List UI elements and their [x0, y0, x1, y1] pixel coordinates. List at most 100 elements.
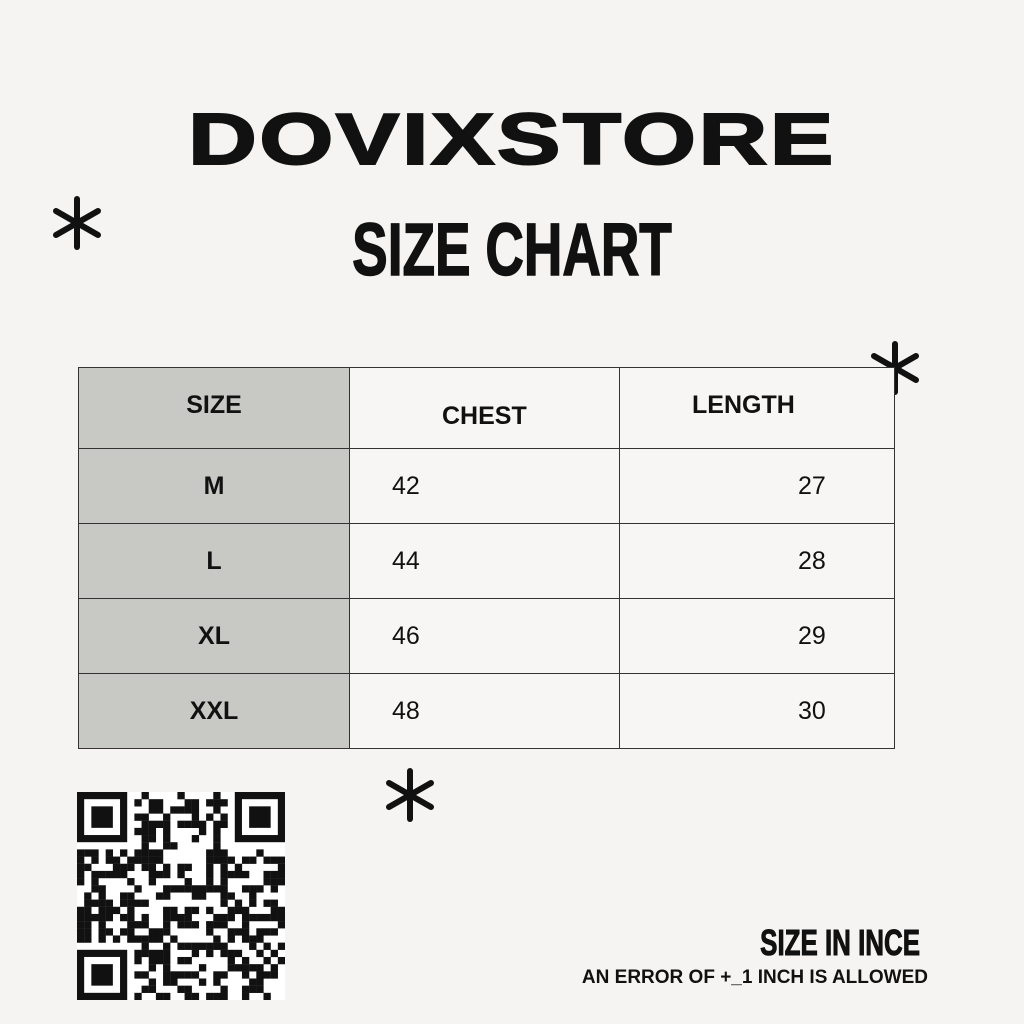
qr-module	[177, 806, 185, 814]
qr-module	[98, 928, 106, 936]
qr-module	[241, 913, 250, 922]
qr-module	[170, 978, 178, 986]
qr-module	[249, 856, 257, 864]
qr-module	[227, 928, 235, 936]
qr-module	[220, 885, 228, 893]
qr-module	[134, 813, 142, 821]
qr-module	[227, 870, 235, 879]
qr-module	[277, 878, 285, 886]
qr-module	[191, 949, 200, 958]
qr-module	[84, 863, 92, 872]
qr-module	[256, 985, 264, 993]
qr-module	[277, 921, 285, 929]
chest-cell: 48	[349, 673, 620, 749]
qr-module	[77, 921, 85, 929]
qr-module	[234, 949, 243, 958]
qr-module	[155, 820, 164, 829]
qr-module	[263, 928, 271, 936]
qr-module	[256, 978, 264, 986]
qr-module	[163, 942, 171, 950]
size-cell: M	[78, 448, 350, 524]
qr-module	[213, 792, 221, 800]
qr-module	[84, 906, 92, 915]
qr-module	[213, 978, 221, 986]
qr-module	[148, 799, 157, 807]
chest-cell: 44	[349, 523, 620, 599]
qr-module	[155, 856, 164, 864]
qr-module	[127, 863, 135, 872]
qr-module	[127, 928, 135, 936]
qr-module	[184, 806, 192, 814]
qr-module	[249, 978, 257, 986]
qr-module	[227, 956, 235, 965]
qr-module	[91, 878, 99, 886]
qr-module	[234, 899, 243, 907]
qr-module	[184, 985, 192, 993]
qr-module	[163, 842, 171, 850]
qr-module	[77, 928, 85, 936]
qr-module	[177, 870, 185, 879]
qr-module	[184, 906, 192, 915]
qr-code[interactable]	[77, 792, 285, 1000]
qr-module	[270, 949, 278, 958]
length-cell: 27	[619, 448, 895, 524]
qr-module	[148, 878, 157, 886]
table-row: XXL 48 30	[78, 673, 895, 749]
qr-module	[234, 964, 243, 972]
qr-module	[98, 885, 106, 893]
qr-module	[177, 820, 185, 829]
qr-module	[141, 971, 149, 979]
size-cell: XXL	[78, 673, 350, 749]
table-row: L 44 28	[78, 523, 895, 599]
qr-module	[105, 928, 114, 936]
qr-module	[191, 892, 200, 900]
qr-module	[220, 856, 228, 864]
qr-module	[227, 949, 235, 958]
qr-module	[141, 792, 149, 800]
qr-module	[91, 964, 113, 986]
qr-module	[134, 956, 142, 965]
qr-module	[105, 856, 114, 864]
chest-cell: 46	[349, 598, 620, 674]
qr-module	[256, 849, 264, 857]
qr-module	[263, 870, 271, 879]
length-cell: 30	[619, 673, 895, 749]
qr-module	[134, 992, 142, 1000]
qr-module	[277, 956, 285, 965]
qr-module	[206, 870, 214, 879]
qr-module	[134, 921, 142, 929]
qr-module	[220, 913, 228, 922]
qr-module	[206, 942, 214, 950]
qr-module	[98, 935, 106, 943]
qr-module	[91, 899, 99, 907]
qr-module	[77, 906, 85, 915]
qr-module	[127, 935, 135, 943]
qr-module	[170, 913, 178, 922]
qr-module	[241, 992, 250, 1000]
qr-module	[234, 870, 243, 879]
qr-module	[220, 892, 228, 900]
qr-module	[163, 956, 171, 965]
qr-module	[256, 971, 264, 979]
qr-module	[277, 913, 285, 922]
qr-module	[77, 878, 85, 886]
qr-module	[141, 899, 149, 907]
qr-module	[227, 913, 235, 922]
qr-module	[220, 992, 228, 1000]
qr-module	[141, 827, 149, 836]
unit-note: SIZE IN INCE	[760, 922, 921, 964]
qr-module	[213, 921, 221, 929]
qr-module	[198, 964, 207, 972]
qr-module	[220, 849, 228, 857]
qr-module	[170, 906, 178, 915]
qr-module	[105, 899, 114, 907]
qr-module	[184, 971, 192, 979]
qr-module	[163, 827, 171, 836]
qr-module	[213, 849, 221, 857]
qr-module	[184, 942, 192, 950]
table-header-row: SIZE CHEST LENGTH	[78, 367, 895, 449]
qr-module	[148, 820, 157, 829]
qr-module	[98, 921, 106, 929]
qr-module	[206, 992, 214, 1000]
qr-module	[105, 849, 114, 857]
